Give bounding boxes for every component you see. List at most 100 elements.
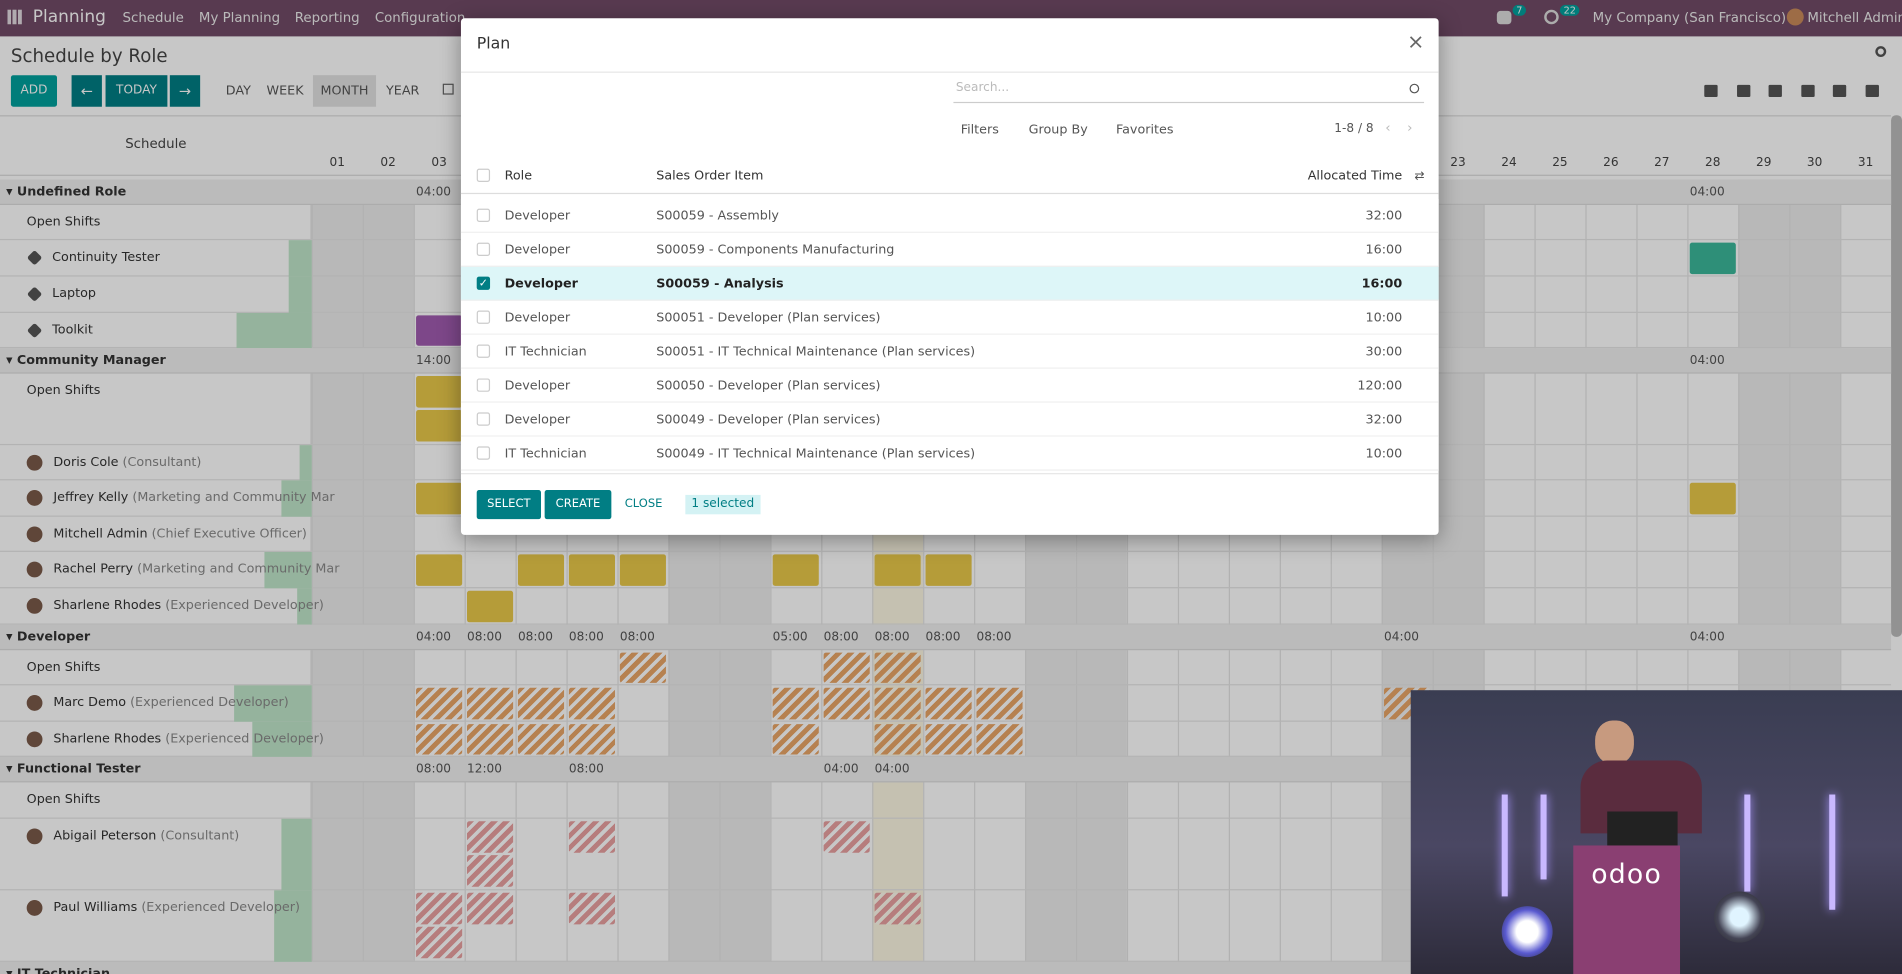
shift-pill[interactable] bbox=[467, 687, 514, 720]
shift-pill[interactable] bbox=[416, 482, 463, 515]
expand-icon[interactable] bbox=[442, 83, 454, 95]
apps-icon[interactable] bbox=[7, 9, 22, 25]
shift-pill[interactable] bbox=[517, 724, 565, 755]
shift-pill[interactable] bbox=[517, 554, 565, 586]
column-settings[interactable]: ⇄ bbox=[1414, 169, 1425, 184]
view-icon[interactable] bbox=[1865, 84, 1879, 98]
shift-pill[interactable] bbox=[467, 892, 514, 925]
prev-button[interactable]: ← bbox=[71, 75, 102, 107]
shift-pill[interactable] bbox=[772, 554, 819, 586]
company[interactable]: My Company (San Francisco) bbox=[1592, 9, 1787, 26]
group-name[interactable]: ▾ Community Manager bbox=[6, 352, 166, 368]
shift-pill[interactable] bbox=[976, 687, 1023, 720]
checkbox[interactable]: ✓ bbox=[476, 276, 491, 290]
shift-pill[interactable] bbox=[823, 652, 870, 683]
favorites[interactable]: Favorites bbox=[1115, 122, 1174, 138]
table-row[interactable] bbox=[460, 300, 1439, 335]
shift-pill[interactable] bbox=[874, 554, 921, 586]
checkbox[interactable] bbox=[476, 344, 491, 358]
shift-pill[interactable] bbox=[416, 926, 463, 959]
shift-pill[interactable] bbox=[823, 687, 870, 720]
shift-pill[interactable] bbox=[416, 315, 463, 346]
row-label[interactable]: Paul Williams (Experienced Developer) bbox=[53, 900, 300, 915]
checkbox[interactable] bbox=[476, 412, 491, 426]
shift-pill[interactable] bbox=[976, 724, 1023, 755]
select-button[interactable]: SELECT bbox=[476, 490, 542, 520]
menu-item[interactable]: Reporting bbox=[294, 9, 360, 26]
group-by[interactable]: Group By bbox=[1028, 122, 1088, 138]
shift-pill[interactable] bbox=[568, 554, 615, 586]
checkbox[interactable] bbox=[476, 242, 491, 256]
checkbox[interactable] bbox=[476, 446, 491, 460]
shift-pill[interactable] bbox=[823, 821, 870, 853]
shift-pill[interactable] bbox=[619, 554, 666, 586]
view-icon[interactable] bbox=[1832, 84, 1847, 98]
checkbox[interactable] bbox=[476, 310, 491, 324]
scale-button[interactable]: MONTH bbox=[312, 75, 377, 107]
table-row[interactable] bbox=[460, 402, 1439, 437]
view-icon[interactable] bbox=[1801, 84, 1815, 98]
shift-pill[interactable] bbox=[568, 687, 615, 720]
group-name[interactable]: ▾ IT Technician bbox=[6, 967, 110, 974]
row-label[interactable]: Rachel Perry (Marketing and Community Ma… bbox=[53, 562, 339, 577]
shift-pill[interactable] bbox=[568, 724, 615, 755]
group-name[interactable]: ▾ Developer bbox=[6, 629, 91, 645]
row-label[interactable]: Abigail Peterson (Consultant) bbox=[53, 828, 239, 843]
shift-pill[interactable] bbox=[416, 409, 463, 442]
table-row[interactable] bbox=[460, 266, 1439, 301]
table-row[interactable] bbox=[460, 198, 1439, 233]
row-label[interactable]: Open Shifts bbox=[27, 383, 101, 398]
column-header[interactable]: Role bbox=[504, 168, 533, 184]
shift-pill[interactable] bbox=[517, 687, 565, 720]
menu-item[interactable]: Configuration bbox=[374, 9, 466, 26]
chat-icon[interactable] bbox=[1496, 10, 1512, 25]
shift-pill[interactable] bbox=[619, 652, 666, 683]
row-label[interactable]: Mitchell Admin (Chief Executive Officer) bbox=[53, 526, 307, 541]
view-icon[interactable] bbox=[1737, 84, 1751, 98]
shift-pill[interactable] bbox=[568, 821, 615, 853]
shift-pill[interactable] bbox=[1689, 482, 1736, 515]
row-label[interactable]: Open Shifts bbox=[27, 215, 101, 230]
shift-pill[interactable] bbox=[467, 590, 514, 623]
next-button[interactable]: → bbox=[169, 75, 201, 107]
menu-item[interactable]: My Planning bbox=[198, 9, 281, 26]
scale-button[interactable]: YEAR bbox=[386, 83, 420, 99]
shift-pill[interactable] bbox=[772, 687, 819, 720]
view-icon[interactable] bbox=[1768, 84, 1782, 98]
shift-pill[interactable] bbox=[1689, 242, 1736, 275]
user[interactable]: Mitchell Admin bbox=[1807, 9, 1902, 26]
row-label[interactable]: Marc Demo (Experienced Developer) bbox=[53, 695, 288, 710]
shift-pill[interactable] bbox=[416, 376, 463, 408]
shift-pill[interactable] bbox=[874, 687, 921, 720]
table-row[interactable] bbox=[460, 232, 1439, 267]
pager-next[interactable]: › bbox=[1407, 120, 1413, 136]
row-label[interactable]: Open Shifts bbox=[27, 660, 101, 675]
filters[interactable]: Filters bbox=[960, 122, 999, 138]
close-button[interactable]: CLOSE bbox=[624, 497, 663, 511]
create-button[interactable]: CREATE bbox=[544, 490, 612, 520]
search-icon[interactable] bbox=[1409, 83, 1420, 94]
scale-button[interactable]: DAY bbox=[225, 83, 251, 99]
shift-pill[interactable] bbox=[874, 652, 921, 683]
checkbox[interactable] bbox=[476, 168, 491, 182]
close-icon[interactable]: × bbox=[1407, 30, 1425, 55]
row-label[interactable]: Continuity Tester bbox=[52, 250, 160, 265]
menu-item[interactable]: Schedule bbox=[122, 9, 184, 26]
view-icon[interactable] bbox=[1704, 84, 1718, 98]
shift-pill[interactable] bbox=[467, 855, 514, 887]
column-header[interactable]: Sales Order Item bbox=[656, 168, 764, 184]
row-label[interactable]: Laptop bbox=[52, 286, 96, 301]
group-name[interactable]: ▾ Undefined Role bbox=[6, 184, 127, 199]
search-input[interactable]: Search... bbox=[953, 81, 1425, 104]
table-row[interactable] bbox=[460, 436, 1439, 471]
shift-pill[interactable] bbox=[467, 821, 514, 853]
shift-pill[interactable] bbox=[874, 724, 921, 755]
scale-button[interactable]: WEEK bbox=[266, 83, 304, 99]
row-label[interactable]: Toolkit bbox=[52, 323, 93, 338]
add-button[interactable]: ADD bbox=[10, 75, 58, 107]
pager[interactable]: 1-8 / 8 bbox=[1334, 122, 1374, 136]
row-label[interactable]: Open Shifts bbox=[27, 792, 101, 807]
row-label[interactable]: Sharlene Rhodes (Experienced Developer) bbox=[53, 598, 323, 613]
shift-pill[interactable] bbox=[925, 554, 972, 586]
search-icon[interactable] bbox=[1875, 46, 1887, 58]
